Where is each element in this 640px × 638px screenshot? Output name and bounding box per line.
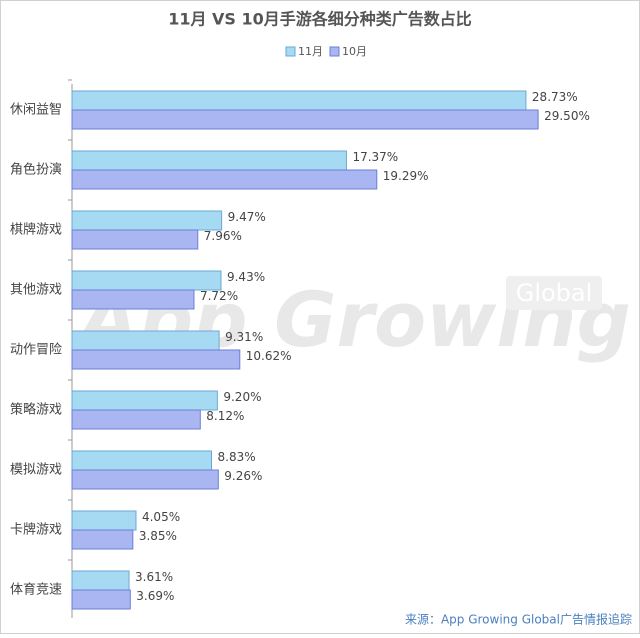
bar — [71, 510, 137, 531]
bar — [71, 289, 195, 310]
y-tick-label: 休闲益智 — [10, 103, 62, 118]
y-tick-label: 体育竞速 — [10, 582, 62, 598]
watermark-box — [506, 276, 602, 310]
bar — [71, 589, 131, 610]
data-label: 17.37% — [352, 150, 398, 164]
bar — [71, 90, 527, 111]
data-label: 29.50% — [544, 109, 590, 123]
data-label: 9.47% — [228, 210, 266, 224]
data-label: 8.12% — [206, 409, 244, 423]
bar — [71, 529, 134, 550]
bar — [71, 330, 220, 351]
y-tick-label: 模拟游戏 — [10, 463, 62, 478]
chart-title: 11月 VS 10月手游各细分种类广告数占比 — [168, 10, 472, 29]
bar — [71, 450, 213, 471]
watermark-text: Global — [516, 279, 593, 307]
bar — [71, 390, 218, 411]
data-label: 10.62% — [246, 349, 292, 363]
data-label: 9.31% — [225, 330, 263, 344]
bar — [71, 150, 347, 171]
bar — [71, 109, 539, 130]
data-label: 3.69% — [136, 589, 174, 603]
data-label: 28.73% — [532, 90, 578, 104]
data-label: 3.85% — [139, 529, 177, 543]
bar — [71, 409, 201, 430]
data-label: 9.43% — [227, 270, 265, 284]
data-label: 8.83% — [218, 450, 256, 464]
bar — [71, 229, 199, 250]
bar — [71, 270, 222, 291]
bar — [71, 570, 130, 591]
legend-swatch — [285, 46, 296, 57]
data-label: 3.61% — [135, 570, 173, 584]
bar — [71, 349, 241, 370]
legend-swatch — [329, 46, 340, 57]
y-tick-label: 角色扮演 — [10, 162, 62, 178]
legend-label: 11月 — [298, 45, 323, 58]
y-tick-label: 动作冒险 — [10, 343, 62, 358]
data-label: 7.96% — [204, 229, 242, 243]
source: 来源：App Growing Global广告情报追踪 — [405, 612, 632, 627]
data-label: 9.26% — [224, 469, 262, 483]
y-tick-label: 棋牌游戏 — [10, 222, 62, 238]
bar — [71, 469, 219, 490]
y-tick-label: 其他游戏 — [10, 283, 62, 298]
data-label: 9.20% — [223, 390, 261, 404]
data-label: 4.05% — [142, 510, 180, 524]
data-label: 7.72% — [200, 289, 238, 303]
bar — [71, 210, 223, 231]
y-tick-label: 卡牌游戏 — [10, 522, 62, 538]
bar — [71, 169, 378, 190]
data-label: 19.29% — [383, 169, 429, 183]
y-tick-label: 策略游戏 — [10, 402, 62, 418]
legend-label: 10月 — [342, 45, 367, 58]
